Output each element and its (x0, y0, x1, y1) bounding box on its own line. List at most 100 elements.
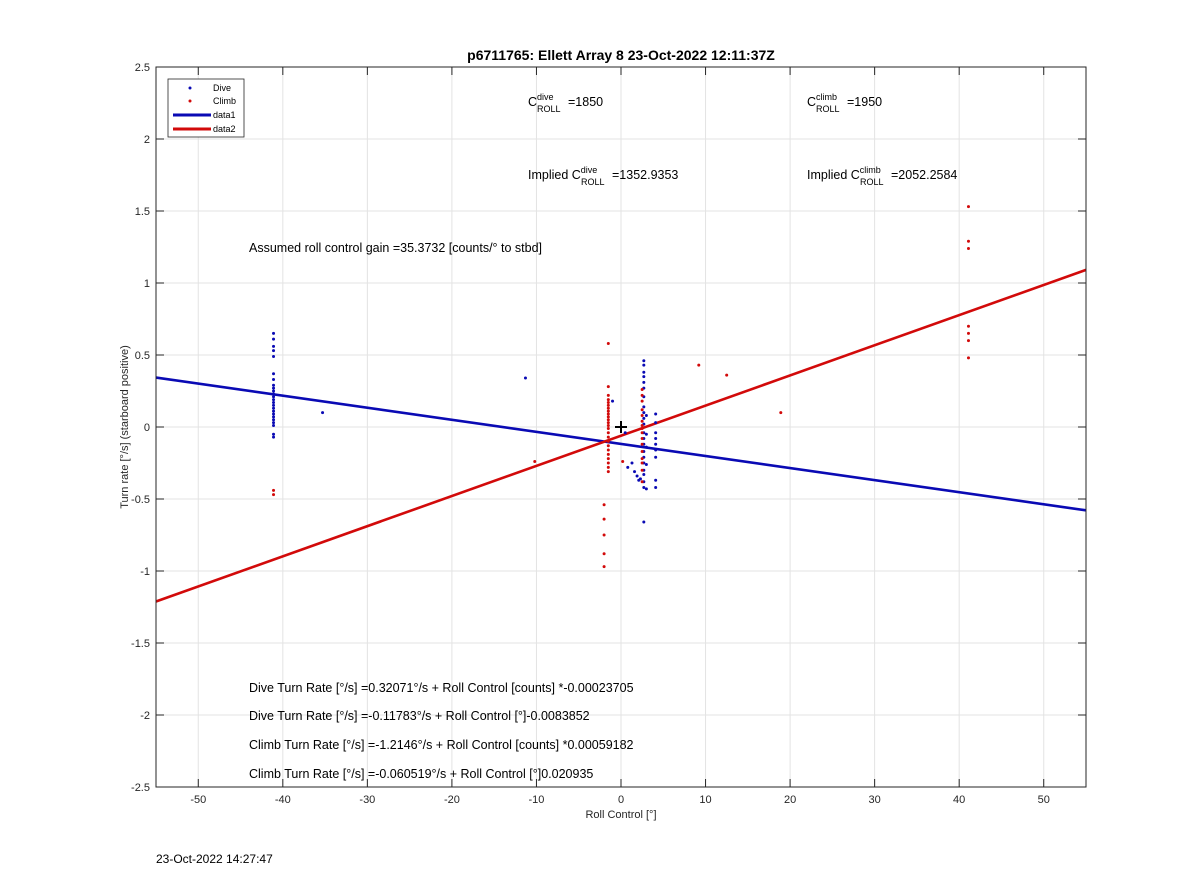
y-tick-label: -2.5 (131, 782, 150, 794)
climb-point (606, 421, 610, 425)
dive-point (630, 461, 634, 465)
y-tick-label: 1 (144, 278, 150, 290)
dive-eq-counts-text: Dive Turn Rate [°/s] =0.32071°/s + Roll … (249, 681, 634, 695)
climb-point (640, 419, 644, 423)
climb-point (966, 205, 970, 209)
dive-point (272, 337, 276, 341)
climb-point (640, 426, 644, 430)
dive-eq-degrees-text: Dive Turn Rate [°/s] =-0.11783°/s + Roll… (249, 709, 590, 723)
dive-point (642, 405, 646, 409)
climb-point (966, 356, 970, 360)
climb-point (602, 565, 606, 569)
dive-point (272, 395, 276, 399)
dive-point (272, 389, 276, 393)
climb-point (606, 439, 610, 443)
dive-point (272, 344, 276, 348)
climb-point (640, 393, 644, 397)
climb-point (640, 424, 644, 428)
climb-point (640, 437, 644, 441)
climb-point (779, 411, 783, 415)
dive-point (272, 424, 276, 428)
climb-point (606, 452, 610, 456)
climb-point (606, 412, 610, 416)
climb-point (966, 324, 970, 328)
climb-eq-degrees-text: Climb Turn Rate [°/s] =-0.060519°/s + Ro… (249, 767, 593, 781)
climb-point (602, 533, 606, 537)
chart-title: p6711765: Ellett Array 8 23-Oct-2022 12:… (467, 47, 775, 63)
climb-point (606, 409, 610, 413)
dive-point (644, 432, 648, 436)
y-tick-label: -0.5 (131, 494, 150, 506)
dive-point (642, 375, 646, 379)
dive-point (272, 331, 276, 335)
climb-point (606, 398, 610, 402)
legend-data2-label: data2 (213, 124, 236, 134)
climb-point (606, 393, 610, 397)
climb-point (606, 457, 610, 461)
dive-point (654, 412, 658, 416)
x-tick-label: 30 (869, 794, 881, 806)
dive-point (272, 435, 276, 439)
climb-point (606, 415, 610, 419)
climb-point (606, 401, 610, 405)
dive-point (642, 520, 646, 524)
dive-point (644, 413, 648, 417)
climb-point (606, 465, 610, 469)
dive-point (654, 421, 658, 425)
y-tick-label: -2 (140, 710, 150, 722)
implied-c-roll-climb-text: Implied Cclimb ROLL =2052.2584 (807, 165, 957, 187)
dive-point (642, 416, 646, 420)
climb-eq-counts-text: Climb Turn Rate [°/s] =-1.2146°/s + Roll… (249, 738, 634, 752)
dive-point (638, 477, 642, 481)
climb-point (606, 403, 610, 407)
climb-point (533, 460, 537, 464)
dive-point (272, 372, 276, 376)
climb-point (640, 449, 644, 453)
footer-timestamp: 23-Oct-2022 14:27:47 (156, 852, 273, 866)
climb-point (640, 413, 644, 417)
dive-point (654, 437, 658, 441)
legend-climb-label: Climb (213, 96, 236, 106)
dive-point (523, 376, 527, 380)
dive-point (654, 478, 658, 482)
x-tick-label: -20 (444, 794, 460, 806)
climb-point (606, 435, 610, 439)
dive-point (642, 359, 646, 363)
y-tick-label: 1.5 (135, 206, 150, 218)
climb-point (606, 470, 610, 474)
climb-point (606, 461, 610, 465)
climb-point (697, 363, 701, 367)
y-axis-label: Turn rate [°/s] (starboard positive) (119, 345, 131, 509)
implied-c-roll-dive-text: Implied Cdive ROLL =1352.9353 (528, 165, 678, 187)
dive-point (272, 415, 276, 419)
fit-line-data1 (155, 376, 1087, 512)
center-marker (615, 421, 627, 433)
dive-point (644, 462, 648, 466)
dive-point (644, 445, 648, 449)
x-tick-label: -50 (190, 794, 206, 806)
x-tick-label: 10 (699, 794, 711, 806)
fit-lines (155, 268, 1087, 603)
dive-point (272, 406, 276, 410)
dive-point (272, 409, 276, 413)
x-tick-label: 20 (784, 794, 796, 806)
dive-point (642, 473, 646, 477)
y-tick-label: 0.5 (135, 350, 150, 362)
dive-point (642, 363, 646, 367)
dive-point (272, 412, 276, 416)
climb-point (621, 460, 625, 464)
c-roll-climb-text: Cclimb ROLL =1950 (807, 92, 882, 114)
climb-point (640, 388, 644, 392)
x-tick-label: -30 (359, 794, 375, 806)
climb-point (606, 431, 610, 435)
climb-point (640, 468, 644, 472)
dive-point (654, 448, 658, 452)
climb-point (606, 385, 610, 389)
dive-point (272, 383, 276, 387)
legend-box (167, 78, 245, 138)
legend-dive-marker (188, 86, 192, 90)
climb-point (640, 399, 644, 403)
legend-dive-label: Dive (213, 83, 231, 93)
dive-point (272, 421, 276, 425)
